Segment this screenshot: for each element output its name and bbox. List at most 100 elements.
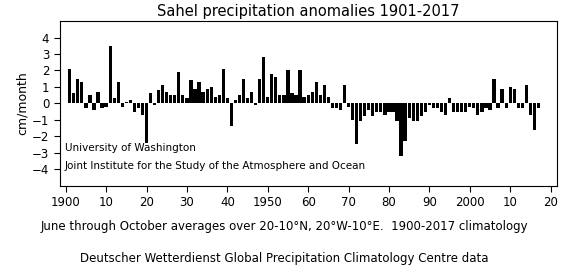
Bar: [161, 85, 164, 103]
Bar: [504, 103, 508, 108]
Bar: [387, 103, 391, 112]
Bar: [108, 46, 112, 103]
Bar: [125, 102, 128, 103]
Bar: [206, 89, 208, 103]
Text: Joint Institute for the Study of the Atmosphere and Ocean: Joint Institute for the Study of the Atm…: [65, 161, 366, 171]
Bar: [331, 103, 334, 108]
Bar: [133, 103, 136, 112]
Bar: [266, 97, 269, 103]
Bar: [185, 98, 189, 103]
Bar: [97, 92, 99, 103]
Bar: [444, 103, 447, 115]
Bar: [428, 103, 431, 105]
Bar: [112, 98, 116, 103]
Bar: [137, 103, 140, 108]
Bar: [72, 94, 76, 103]
Bar: [76, 79, 80, 103]
Bar: [343, 85, 346, 103]
Bar: [355, 103, 358, 144]
Bar: [512, 89, 516, 103]
Bar: [436, 103, 439, 108]
Bar: [517, 103, 520, 108]
Bar: [120, 103, 124, 107]
Bar: [202, 92, 204, 103]
Bar: [242, 79, 245, 103]
Bar: [448, 98, 451, 103]
Bar: [399, 103, 403, 156]
Bar: [327, 97, 330, 103]
Bar: [238, 95, 241, 103]
Bar: [189, 80, 193, 103]
Bar: [319, 95, 322, 103]
Bar: [492, 79, 496, 103]
Bar: [278, 95, 282, 103]
Title: Sahel precipitation anomalies 1901-2017: Sahel precipitation anomalies 1901-2017: [157, 4, 460, 19]
Bar: [198, 82, 201, 103]
Bar: [472, 103, 475, 108]
Bar: [395, 103, 399, 121]
Bar: [391, 103, 395, 112]
Bar: [89, 95, 91, 103]
Bar: [222, 69, 225, 103]
Bar: [456, 103, 460, 112]
Bar: [500, 89, 504, 103]
Bar: [225, 98, 229, 103]
Bar: [407, 103, 411, 118]
Bar: [258, 79, 261, 103]
Bar: [145, 103, 148, 143]
Bar: [307, 95, 310, 103]
Bar: [432, 103, 435, 108]
Bar: [383, 103, 387, 115]
Bar: [379, 103, 382, 112]
Bar: [116, 82, 120, 103]
Bar: [529, 103, 532, 115]
Bar: [234, 100, 237, 103]
Bar: [294, 95, 298, 103]
Bar: [214, 97, 217, 103]
Bar: [84, 103, 87, 108]
Bar: [363, 103, 366, 117]
Bar: [193, 89, 197, 103]
Bar: [229, 103, 233, 126]
Bar: [508, 87, 512, 103]
Bar: [335, 103, 338, 108]
Bar: [177, 72, 181, 103]
Bar: [270, 74, 273, 103]
Bar: [533, 103, 536, 130]
Bar: [315, 82, 318, 103]
Bar: [93, 103, 95, 110]
Bar: [157, 90, 160, 103]
Bar: [420, 103, 423, 117]
Bar: [371, 103, 374, 117]
Bar: [403, 103, 407, 141]
Bar: [68, 69, 72, 103]
Y-axis label: cm/month: cm/month: [16, 72, 29, 135]
Bar: [460, 103, 463, 112]
Bar: [298, 70, 302, 103]
Bar: [153, 103, 156, 105]
Bar: [282, 95, 286, 103]
Text: June through October averages over 20-10°N, 20°W-10°E.  1900-2017 climatology: June through October averages over 20-10…: [40, 220, 528, 233]
Bar: [254, 103, 257, 105]
Bar: [367, 103, 370, 110]
Bar: [347, 103, 350, 107]
Bar: [181, 95, 185, 103]
Bar: [303, 97, 306, 103]
Bar: [149, 94, 152, 103]
Bar: [210, 87, 213, 103]
Text: Deutscher Wetterdienst Global Precipitation Climatology Centre data: Deutscher Wetterdienst Global Precipitat…: [80, 252, 488, 265]
Bar: [359, 103, 362, 121]
Bar: [375, 103, 378, 112]
Bar: [290, 94, 294, 103]
Bar: [351, 103, 354, 120]
Bar: [537, 103, 540, 108]
Bar: [250, 92, 253, 103]
Bar: [246, 98, 249, 103]
Bar: [274, 77, 277, 103]
Bar: [101, 103, 104, 108]
Bar: [440, 103, 443, 112]
Bar: [169, 95, 172, 103]
Bar: [339, 103, 342, 110]
Bar: [464, 103, 467, 112]
Bar: [468, 103, 471, 107]
